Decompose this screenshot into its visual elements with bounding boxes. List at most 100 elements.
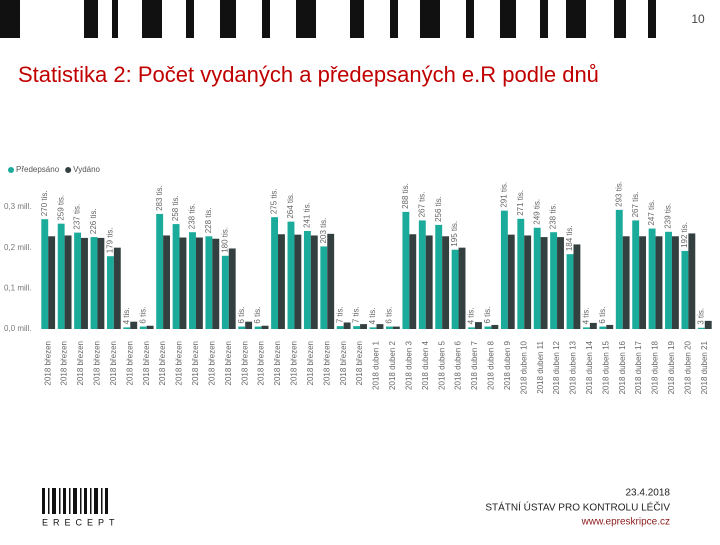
bar	[468, 327, 475, 329]
data-label: 184 tis.	[565, 225, 574, 251]
y-tick-label: 0,1 mill.	[4, 283, 32, 292]
bar	[435, 224, 443, 329]
data-label: 237 tis.	[73, 204, 82, 230]
data-label: 267 tis.	[631, 192, 640, 218]
website[interactable]: www.epreskripce.cz	[581, 517, 670, 528]
data-label: 293 tis.	[614, 181, 623, 207]
x-tick-label: 2018 březen	[355, 341, 364, 385]
data-label: 6 tis.	[253, 307, 262, 324]
data-label: 275 tis.	[270, 188, 279, 214]
bar	[418, 220, 426, 329]
bar	[451, 249, 459, 329]
bar	[261, 325, 269, 329]
bar	[320, 246, 328, 329]
bar	[139, 326, 147, 329]
bar	[97, 237, 105, 329]
institution: STÁTNÍ ÚSTAV PRO KONTROLU LÉČIV	[485, 501, 670, 514]
bar	[353, 326, 361, 329]
bar	[113, 247, 121, 329]
bar	[369, 327, 377, 329]
x-tick-label: 2018 duben 9	[503, 340, 512, 389]
data-label: 288 tis.	[401, 183, 410, 209]
bar	[189, 232, 196, 329]
y-tick-label: 0,3 mill.	[4, 202, 32, 211]
x-tick-label: 2018 březen	[76, 341, 85, 385]
date: 23.4.2018	[626, 488, 671, 499]
bar	[90, 237, 98, 329]
data-label: 4 tis.	[582, 307, 591, 324]
bar	[500, 210, 508, 329]
bar	[704, 320, 712, 329]
bar	[697, 327, 705, 329]
x-tick-label: 2018 březen	[306, 341, 315, 385]
data-label: 192 tis.	[680, 222, 689, 248]
x-tick-label: 2018 březen	[93, 341, 102, 385]
bar	[179, 237, 187, 329]
bar	[146, 325, 154, 329]
bar	[287, 221, 295, 329]
bar	[278, 234, 285, 329]
bar	[310, 235, 318, 329]
x-tick-label: 2018 duben 19	[667, 340, 676, 394]
bar	[409, 234, 417, 329]
x-tick-label: 2018 duben 10	[519, 340, 528, 394]
bar	[573, 244, 581, 329]
x-tick-label: 2018 duben 5	[437, 340, 446, 389]
data-label: 226 tis.	[89, 208, 98, 234]
bar	[57, 223, 65, 329]
x-tick-label: 2018 březen	[125, 341, 134, 385]
bar	[156, 213, 164, 329]
data-label: 4 tis.	[368, 307, 377, 324]
bar	[106, 256, 114, 329]
data-label: 291 tis.	[499, 182, 508, 208]
bar	[648, 228, 656, 329]
bar	[615, 209, 623, 329]
x-tick-label: 2018 duben 17	[634, 340, 643, 394]
bar	[41, 219, 49, 329]
bar	[303, 230, 311, 329]
bar	[491, 324, 499, 329]
bar	[376, 324, 384, 329]
x-tick-label: 2018 březen	[142, 341, 151, 385]
x-tick-label: 2018 březen	[290, 341, 299, 385]
x-tick-label: 2018 duben 18	[651, 340, 660, 394]
bar	[163, 235, 171, 329]
bar	[336, 326, 344, 329]
bar	[599, 326, 607, 329]
bar	[474, 322, 482, 329]
data-label: 7 tis.	[352, 306, 361, 323]
bar	[622, 236, 630, 329]
data-label: 270 tis.	[40, 190, 49, 216]
x-tick-label: 2018 duben 6	[454, 340, 463, 389]
legend-swatch	[65, 167, 72, 173]
bar	[606, 324, 614, 329]
x-tick-label: 2018 březen	[191, 341, 200, 385]
x-tick-label: 2018 duben 12	[552, 340, 561, 394]
data-label: 4 tis.	[467, 307, 476, 324]
bar	[533, 227, 541, 329]
bar	[123, 327, 131, 329]
x-tick-label: 2018 březen	[224, 341, 233, 385]
x-tick-label: 2018 duben 13	[569, 340, 578, 394]
bar	[425, 235, 433, 329]
x-tick-label: 2018 duben 20	[683, 340, 692, 394]
data-label: 238 tis.	[549, 203, 558, 229]
data-label: 6 tis.	[483, 307, 492, 324]
bar	[221, 255, 229, 329]
y-tick-label: 0,2 mill.	[4, 243, 32, 252]
bar	[81, 237, 88, 329]
barcode-decoration	[0, 0, 656, 38]
x-tick-label: 2018 březen	[60, 341, 69, 385]
bar	[442, 236, 450, 329]
bar	[557, 237, 564, 329]
bar	[271, 217, 279, 329]
bar	[688, 233, 696, 329]
x-tick-label: 2018 duben 14	[585, 340, 594, 394]
data-label: 6 tis.	[385, 307, 394, 324]
data-label: 259 tis.	[56, 195, 65, 221]
bar	[665, 231, 672, 329]
bar	[681, 250, 689, 329]
legend-label: Předepsáno	[16, 165, 60, 174]
x-tick-label: 2018 březen	[109, 341, 118, 385]
x-tick-label: 2018 duben 11	[536, 340, 545, 393]
